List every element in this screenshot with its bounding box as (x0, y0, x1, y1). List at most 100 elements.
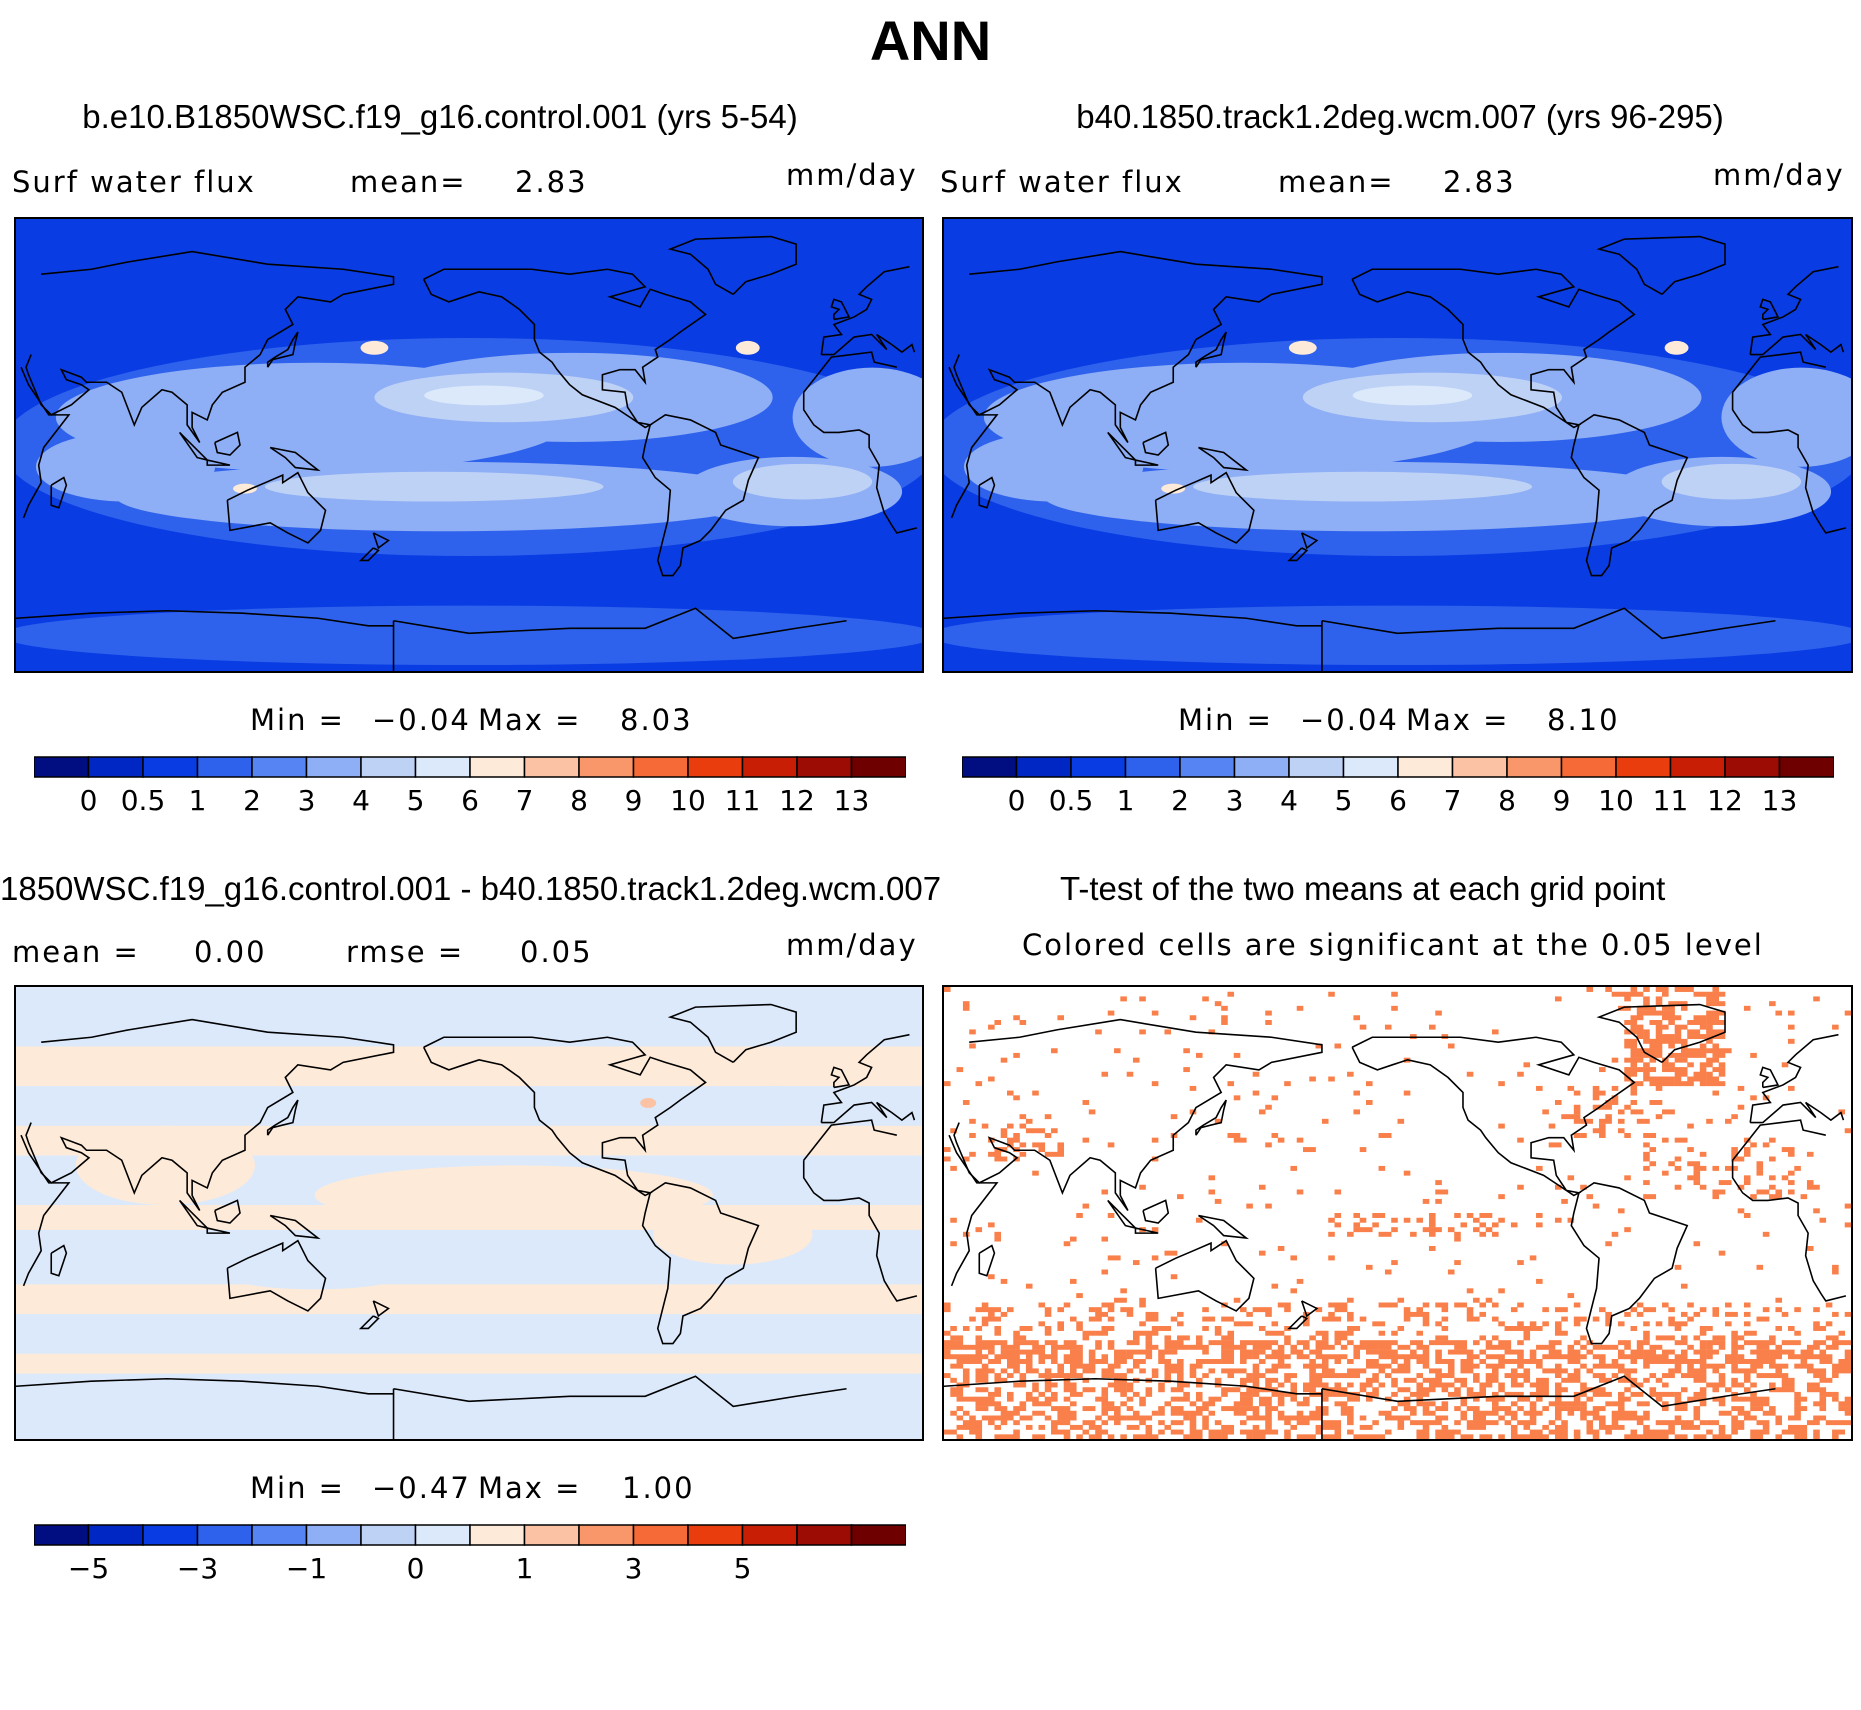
significant-cell (1334, 1359, 1342, 1364)
significant-cell (1529, 1429, 1537, 1435)
significant-cell (1775, 1194, 1783, 1200)
significant-cell (1561, 1377, 1568, 1383)
significant-cell (1731, 1406, 1738, 1412)
significant-cell (1284, 1429, 1291, 1435)
significant-cell (1227, 1429, 1235, 1435)
significant-cell (1422, 1391, 1430, 1397)
significant-cell (1643, 1052, 1650, 1058)
significant-cell (1347, 1368, 1354, 1374)
significant-cell (1114, 1373, 1121, 1379)
significant-cell (975, 1344, 983, 1350)
significant-cell (1366, 1227, 1373, 1233)
significant-cell (1321, 1316, 1329, 1322)
significant-cell (1756, 1406, 1764, 1412)
significant-cell (1794, 1340, 1801, 1346)
significant-cell (1170, 1429, 1178, 1435)
significant-cell (1101, 1410, 1109, 1416)
significant-cell (1120, 1373, 1127, 1379)
bottom-left-rmse-label: rmse = (346, 935, 465, 969)
significant-cell (944, 1156, 951, 1162)
significant-cell (1366, 1340, 1373, 1346)
significant-cell (1051, 1391, 1058, 1397)
significant-cell (1624, 1133, 1631, 1138)
significant-cell (1277, 1396, 1285, 1402)
significant-cell (1466, 1359, 1474, 1364)
significant-cell (981, 1415, 989, 1421)
significant-cell (1573, 1401, 1581, 1407)
colorbar-swatch (360, 756, 417, 778)
significant-cell (1019, 1382, 1027, 1388)
significant-cell (1132, 1363, 1140, 1369)
colorbar-swatch (1070, 756, 1127, 778)
significant-cell (1491, 1231, 1499, 1237)
significant-cell (1756, 1434, 1764, 1439)
significant-cell (1794, 1434, 1801, 1439)
significant-cell (1208, 1368, 1216, 1374)
significant-cell (1630, 1391, 1638, 1397)
significant-cell (1051, 1151, 1058, 1157)
significant-cell (1195, 1410, 1203, 1416)
significant-cell (1750, 1406, 1757, 1412)
significant-cell (1347, 1297, 1354, 1303)
significant-cell (1662, 1170, 1669, 1176)
significant-cell (1063, 1302, 1071, 1308)
significant-cell (1491, 1029, 1499, 1035)
significant-cell (1750, 1363, 1757, 1369)
significant-cell (1359, 1368, 1367, 1374)
significant-cell (1240, 1344, 1247, 1350)
significant-cell (1680, 1283, 1688, 1289)
significant-cell (1479, 1349, 1487, 1355)
significant-cell (1674, 1368, 1682, 1374)
significant-cell (1240, 1420, 1247, 1426)
significant-cell (1718, 1340, 1726, 1346)
significant-cell (1000, 1410, 1008, 1416)
significant-cell (1006, 1354, 1014, 1360)
significant-cell (1082, 1363, 1090, 1369)
significant-cell (1372, 1213, 1379, 1218)
significant-cell (1636, 1420, 1644, 1426)
significant-cell (1485, 1297, 1493, 1303)
significant-cell (1693, 1368, 1701, 1374)
significant-cell (1202, 1406, 1209, 1412)
significant-cell (1706, 1429, 1713, 1435)
significant-cell (1057, 1147, 1065, 1153)
significant-cell (969, 1133, 976, 1138)
significant-cell (1076, 1293, 1083, 1299)
significant-cell (1813, 1344, 1820, 1350)
significant-cell (1706, 1020, 1713, 1025)
coastline (1154, 1239, 1255, 1312)
significant-cell (1662, 1015, 1669, 1021)
significant-cell (1662, 1349, 1669, 1355)
significant-cell (975, 1420, 983, 1426)
significant-cell (1838, 1109, 1846, 1115)
significant-cell (1599, 1391, 1606, 1397)
significant-cell (1189, 1429, 1197, 1435)
significant-cell (1479, 1434, 1487, 1439)
significant-cell (1428, 1024, 1436, 1030)
bottom-left-mean-label: mean = (12, 935, 140, 969)
significant-cell (1265, 1307, 1272, 1313)
significant-cell (975, 1359, 983, 1364)
significant-cell (981, 1396, 989, 1402)
significant-cell (1680, 1137, 1688, 1143)
significant-cell (1718, 1189, 1726, 1195)
significant-cell (1454, 1429, 1461, 1435)
significant-cell (1032, 1344, 1039, 1350)
significant-cell (1624, 1227, 1631, 1233)
significant-cell (1428, 1368, 1436, 1374)
significant-cell (1038, 1147, 1046, 1153)
significant-cell (994, 1307, 1002, 1313)
significant-cell (1397, 1326, 1405, 1331)
significant-cell (1265, 1406, 1272, 1412)
significant-cell (1454, 1344, 1461, 1350)
significant-cell (1536, 1434, 1543, 1439)
significant-cell (1699, 1020, 1707, 1025)
significant-cell (981, 1373, 989, 1379)
significant-cell (1800, 1429, 1808, 1435)
significant-cell (1674, 1071, 1682, 1077)
significant-cell (1825, 1377, 1833, 1383)
coastline (206, 459, 231, 466)
significant-cell (1044, 1373, 1052, 1379)
significant-cell (1428, 1420, 1436, 1426)
significant-cell (1422, 1410, 1430, 1416)
